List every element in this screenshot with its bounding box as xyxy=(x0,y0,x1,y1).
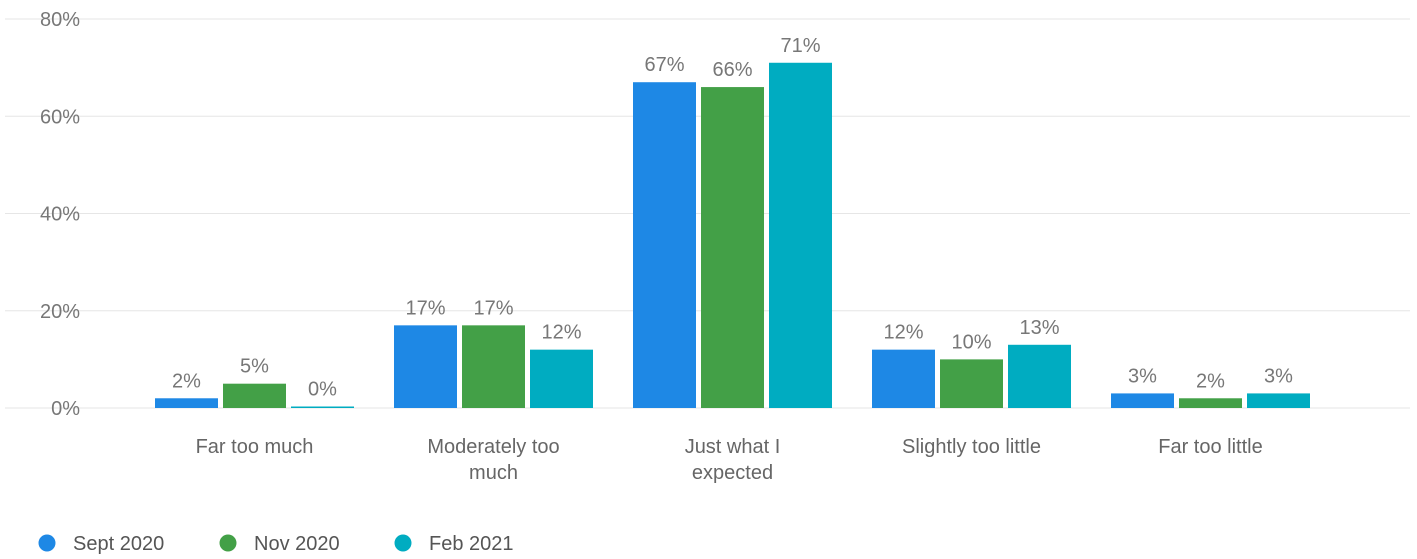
bar xyxy=(155,398,218,408)
bar xyxy=(291,406,354,408)
x-category-label: expected xyxy=(692,462,773,484)
bar xyxy=(872,349,935,408)
data-label: 5% xyxy=(240,356,269,378)
x-category-label: Far too much xyxy=(196,436,314,458)
legend: Sept 2020 Nov 2020 Feb 2021 xyxy=(38,533,514,555)
bars xyxy=(155,62,1310,409)
data-label: 66% xyxy=(712,59,752,81)
y-tick-label: 0% xyxy=(51,398,80,420)
data-label: 2% xyxy=(172,370,201,392)
y-tick-label: 20% xyxy=(40,301,80,323)
data-label: 3% xyxy=(1128,365,1157,387)
data-label: 13% xyxy=(1019,317,1059,339)
data-labels: 2% 5% 0% 17% 17% 12% 67% 66% 71% 12% 10% 13% 3% 2% 3% xyxy=(172,35,1293,401)
bar xyxy=(701,87,764,408)
legend-marker xyxy=(394,534,412,552)
data-label: 2% xyxy=(1196,370,1225,392)
legend-label: Sept 2020 xyxy=(73,533,164,555)
bar xyxy=(394,325,457,408)
data-label: 0% xyxy=(308,379,337,401)
bar xyxy=(769,62,832,408)
bar xyxy=(633,82,696,409)
data-label: 12% xyxy=(541,322,581,344)
legend-label: Nov 2020 xyxy=(254,533,340,555)
data-label: 3% xyxy=(1264,365,1293,387)
bar xyxy=(530,349,593,408)
data-label: 71% xyxy=(780,35,820,57)
bar xyxy=(940,359,1003,408)
y-tick-label: 60% xyxy=(40,106,80,128)
x-category-label: Slightly too little xyxy=(902,436,1041,458)
y-axis-ticks: 0% 20% 40% 60% 80% xyxy=(40,9,80,420)
bar xyxy=(1111,393,1174,408)
data-label: 10% xyxy=(951,331,991,353)
bar xyxy=(223,383,286,408)
legend-marker xyxy=(219,534,237,552)
data-label: 17% xyxy=(473,297,513,319)
legend-item[interactable]: Nov 2020 xyxy=(219,533,340,555)
legend-item[interactable]: Sept 2020 xyxy=(38,533,165,555)
x-category-label: Far too little xyxy=(1158,436,1262,458)
y-tick-label: 40% xyxy=(40,204,80,226)
legend-label: Feb 2021 xyxy=(429,533,514,555)
data-label: 67% xyxy=(644,54,684,76)
bar xyxy=(1008,344,1071,408)
x-category-label: Just what I xyxy=(685,436,781,458)
x-category-label: much xyxy=(469,462,518,484)
bar xyxy=(1179,398,1242,408)
legend-item[interactable]: Feb 2021 xyxy=(394,533,514,555)
bar xyxy=(462,325,525,408)
y-tick-label: 80% xyxy=(40,9,80,31)
data-label: 17% xyxy=(405,297,445,319)
bar xyxy=(1247,393,1310,408)
data-label: 12% xyxy=(883,322,923,344)
x-axis-labels: Far too much Moderately too much Just what … xyxy=(196,436,1263,484)
legend-marker xyxy=(38,534,56,552)
x-category-label: Moderately too xyxy=(427,436,559,458)
